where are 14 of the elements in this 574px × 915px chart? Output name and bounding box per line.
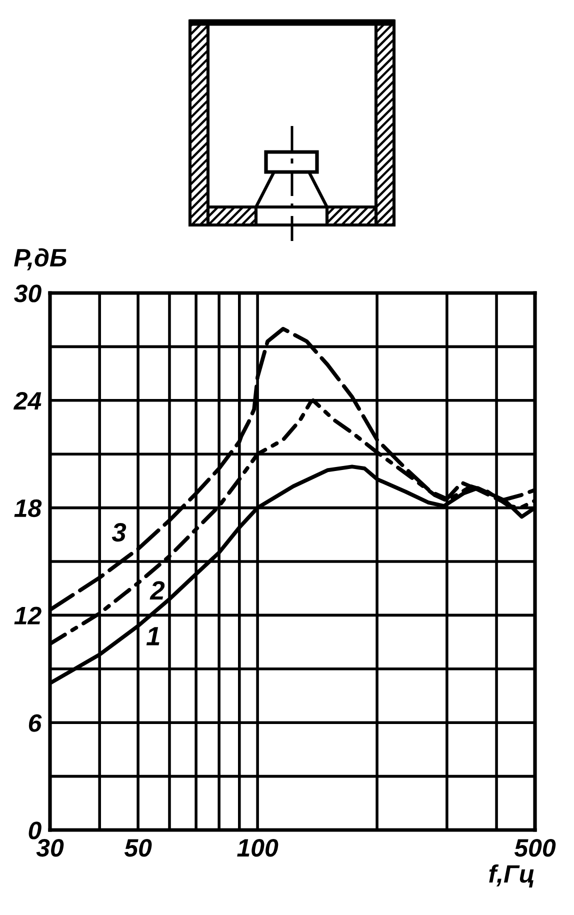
x-tick-label: 50 [124,838,152,857]
y-tick-label: 12 [14,606,42,624]
y-tick-label: 0 [28,822,42,840]
y-tick-label: 6 [28,714,42,732]
y-tick-label: 18 [14,499,42,518]
series-label: 2 [150,581,165,600]
y-axis-title: P,дБ [14,248,66,270]
x-tick-label: 500 [514,838,556,857]
y-tick-label: 30 [14,284,42,302]
x-tick-label: 100 [237,838,278,857]
series-label: 1 [146,627,160,646]
x-axis-title: f,Гц [489,864,534,888]
series-label: 3 [112,522,126,542]
y-tick-label: 24 [13,392,42,410]
